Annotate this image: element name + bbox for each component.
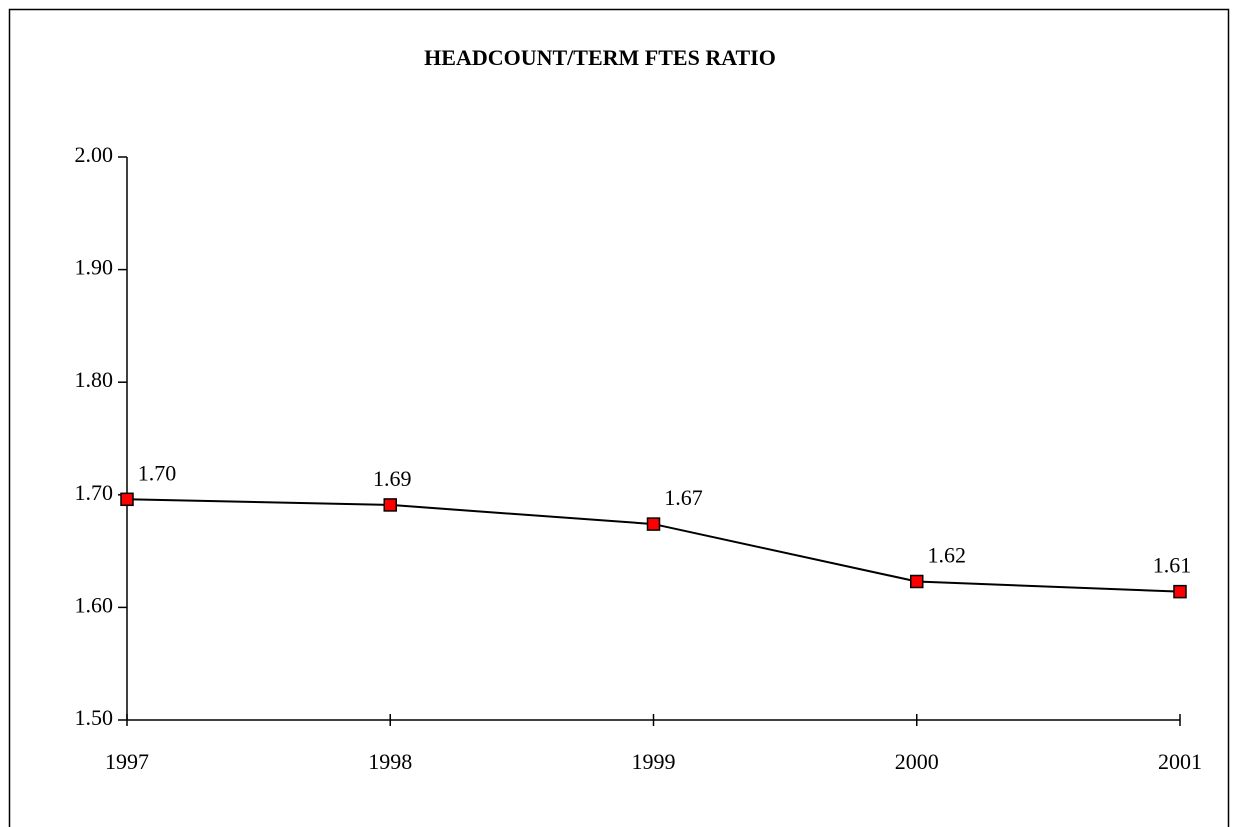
x-tick-label: 1997 <box>105 749 149 774</box>
data-label: 1.61 <box>1153 553 1192 578</box>
y-tick-label: 1.90 <box>75 255 114 280</box>
data-label: 1.62 <box>928 543 967 568</box>
x-tick-label: 2000 <box>895 749 939 774</box>
point-marker <box>120 492 134 507</box>
series-line <box>126 498 1181 593</box>
y-tick-label: 2.00 <box>75 142 114 167</box>
chart-title: HEADCOUNT/TERM FTES RATIO <box>424 45 776 70</box>
data-label: 1.69 <box>373 466 412 491</box>
x-tick-label: 1999 <box>632 749 676 774</box>
point-marker <box>383 498 397 512</box>
x-tick-label: 2001 <box>1158 749 1202 774</box>
chart-frame <box>8 8 1230 827</box>
y-tick-label: 1.60 <box>75 592 114 617</box>
y-tick-label: 1.70 <box>75 480 114 505</box>
x-tick-label: 1998 <box>368 749 412 774</box>
y-tick-label: 1.50 <box>75 705 114 730</box>
point-marker <box>910 574 924 589</box>
point-marker <box>646 517 661 531</box>
data-label: 1.70 <box>138 460 177 485</box>
y-tick-label: 1.80 <box>75 367 114 392</box>
point-marker <box>1173 584 1187 599</box>
data-label: 1.67 <box>664 485 703 510</box>
